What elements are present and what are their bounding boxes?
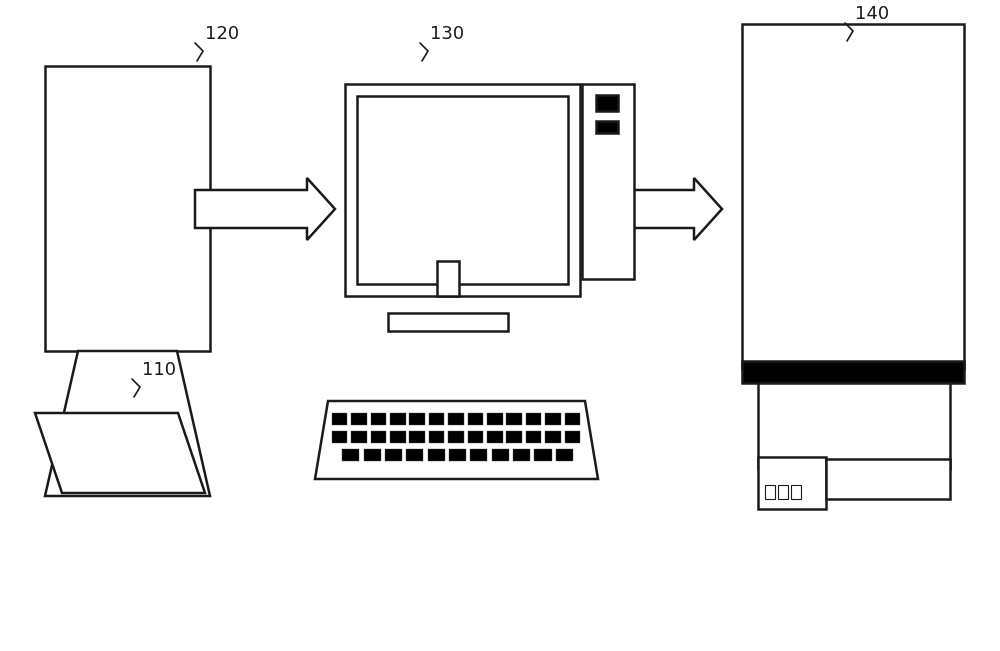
Bar: [526, 431, 541, 443]
Bar: [470, 449, 487, 461]
Bar: [357, 96, 568, 284]
Bar: [371, 431, 386, 443]
Bar: [351, 431, 367, 443]
Bar: [765, 485, 775, 499]
Text: 120: 120: [205, 25, 239, 43]
Bar: [332, 431, 347, 443]
Bar: [429, 413, 444, 425]
Bar: [45, 66, 210, 351]
Bar: [385, 449, 402, 461]
Bar: [351, 413, 367, 425]
Bar: [545, 431, 561, 443]
Bar: [791, 485, 801, 499]
Polygon shape: [595, 178, 722, 240]
Bar: [364, 449, 381, 461]
Bar: [468, 413, 483, 425]
Bar: [409, 413, 425, 425]
Bar: [506, 413, 522, 425]
Bar: [406, 449, 423, 461]
Bar: [534, 449, 552, 461]
Bar: [513, 449, 530, 461]
Bar: [390, 413, 406, 425]
Text: 110: 110: [142, 361, 176, 379]
Bar: [596, 95, 618, 111]
Text: 140: 140: [855, 5, 889, 23]
Bar: [487, 431, 503, 443]
Bar: [429, 431, 444, 443]
Bar: [428, 449, 445, 461]
Bar: [437, 261, 459, 296]
Bar: [826, 459, 950, 499]
Bar: [758, 457, 826, 509]
Bar: [409, 431, 425, 443]
Bar: [582, 84, 634, 279]
Bar: [742, 24, 964, 369]
Bar: [545, 413, 561, 425]
Bar: [449, 449, 466, 461]
Polygon shape: [195, 178, 335, 240]
Bar: [468, 431, 483, 443]
Bar: [596, 121, 618, 133]
Bar: [526, 413, 541, 425]
Bar: [565, 413, 580, 425]
Bar: [448, 431, 464, 443]
Bar: [565, 431, 580, 443]
Polygon shape: [45, 351, 210, 496]
Bar: [758, 383, 950, 469]
Bar: [390, 431, 406, 443]
Polygon shape: [35, 413, 205, 493]
Bar: [487, 413, 503, 425]
Bar: [448, 413, 464, 425]
Bar: [345, 84, 580, 296]
Bar: [556, 449, 573, 461]
Bar: [388, 313, 508, 331]
Bar: [371, 413, 386, 425]
Bar: [492, 449, 509, 461]
Text: 130: 130: [430, 25, 464, 43]
Bar: [778, 485, 788, 499]
Bar: [342, 449, 359, 461]
Bar: [506, 431, 522, 443]
Bar: [742, 361, 964, 383]
Polygon shape: [315, 401, 598, 479]
Bar: [332, 413, 347, 425]
